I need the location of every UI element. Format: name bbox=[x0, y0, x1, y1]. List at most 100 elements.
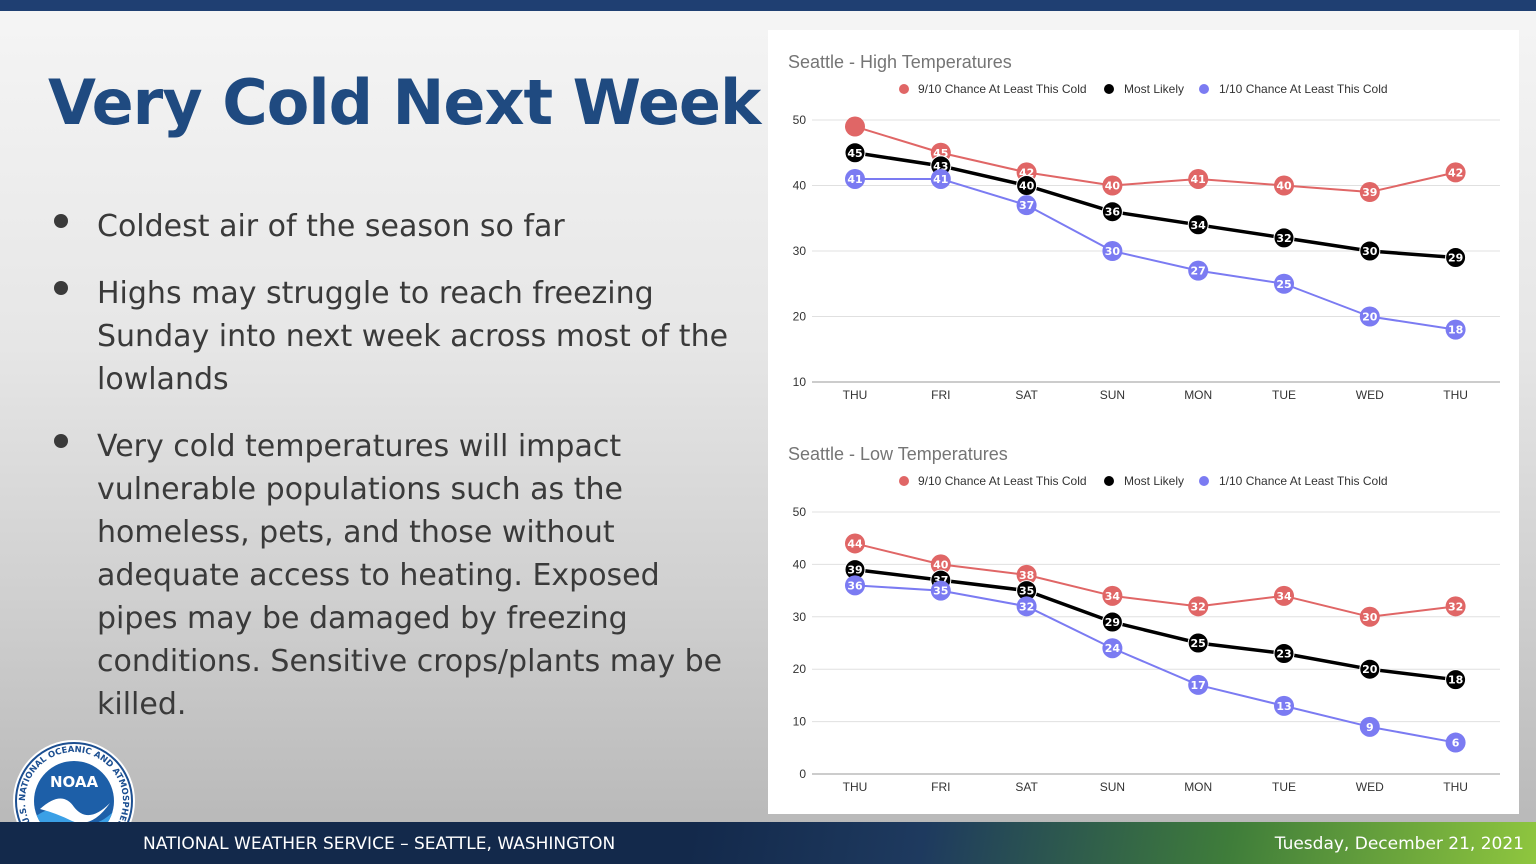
data-label: 39 bbox=[1362, 186, 1377, 199]
series-line bbox=[854, 584, 1456, 744]
data-label: 34 bbox=[1105, 590, 1121, 603]
data-label: 40 bbox=[933, 558, 949, 571]
bullet-item: Coldest air of the season so far bbox=[52, 205, 732, 248]
y-tick-label: 10 bbox=[793, 715, 807, 729]
data-label: 36 bbox=[847, 579, 863, 592]
legend-label: Most Likely bbox=[1124, 474, 1184, 488]
data-label: 29 bbox=[1448, 252, 1463, 265]
x-tick-label: TUE bbox=[1272, 780, 1296, 794]
data-point bbox=[930, 168, 951, 189]
bullet-list: Coldest air of the season so far Highs m… bbox=[52, 205, 732, 750]
chart-panel: Seattle - High Temperatures 9/10 Chance A… bbox=[768, 30, 1519, 814]
footer-bar: NATIONAL WEATHER SERVICE – SEATTLE, WASH… bbox=[0, 822, 1536, 864]
data-point bbox=[1274, 695, 1294, 716]
data-point bbox=[845, 575, 865, 596]
y-tick-label: 50 bbox=[793, 505, 807, 519]
data-point bbox=[1102, 175, 1123, 196]
x-tick-label: FRI bbox=[931, 388, 950, 402]
data-point bbox=[1445, 596, 1466, 617]
data-point bbox=[1445, 162, 1466, 183]
data-point bbox=[1359, 606, 1380, 627]
data-point bbox=[1188, 674, 1209, 695]
data-point bbox=[1016, 195, 1037, 216]
data-label: 24 bbox=[1105, 642, 1121, 655]
data-point bbox=[1102, 241, 1123, 261]
data-point bbox=[1445, 319, 1466, 340]
bullet-dot-icon bbox=[54, 214, 68, 228]
data-label: 32 bbox=[1019, 600, 1034, 613]
chart-low-temperatures: Seattle - Low Temperatures 9/10 Chance At… bbox=[788, 444, 1500, 794]
x-tick-label: SUN bbox=[1100, 780, 1125, 794]
data-label: 35 bbox=[1019, 585, 1034, 598]
data-point bbox=[1445, 732, 1466, 753]
data-label: 42 bbox=[1448, 166, 1463, 179]
data-label: 9 bbox=[1366, 721, 1374, 734]
footer-date: Tuesday, December 21, 2021 bbox=[1274, 834, 1524, 854]
x-tick-label: THU bbox=[1443, 780, 1468, 794]
data-label: 34 bbox=[1191, 219, 1207, 232]
data-point bbox=[1359, 658, 1381, 680]
x-tick-label: THU bbox=[843, 780, 868, 794]
data-label: 45 bbox=[847, 147, 862, 160]
data-label: 23 bbox=[1276, 647, 1291, 660]
series-line bbox=[854, 542, 1456, 618]
data-point bbox=[1359, 716, 1380, 737]
bullet-dot-icon bbox=[54, 434, 68, 448]
data-label: 30 bbox=[1105, 245, 1121, 258]
y-tick-label: 40 bbox=[793, 179, 807, 193]
data-label: 32 bbox=[1276, 232, 1291, 245]
legend-marker bbox=[1104, 84, 1114, 94]
data-point bbox=[1187, 632, 1209, 654]
data-label: 36 bbox=[1105, 206, 1121, 219]
data-point bbox=[1359, 306, 1380, 327]
data-point bbox=[1016, 564, 1037, 585]
data-label: 39 bbox=[847, 564, 862, 577]
data-label: 29 bbox=[1105, 616, 1120, 629]
data-label: 43 bbox=[933, 160, 948, 173]
data-point bbox=[930, 554, 951, 575]
x-tick-label: THU bbox=[1443, 388, 1468, 402]
data-point bbox=[1187, 214, 1209, 236]
data-label: 20 bbox=[1362, 663, 1378, 676]
legend-marker bbox=[1199, 476, 1209, 486]
chart-high-temperatures: Seattle - High Temperatures 9/10 Chance A… bbox=[788, 52, 1500, 402]
data-label: 17 bbox=[1191, 679, 1206, 692]
data-point bbox=[930, 580, 951, 601]
bullet-text: Very cold temperatures will impact vulne… bbox=[97, 429, 723, 722]
series-line bbox=[854, 567, 1456, 682]
data-label: 30 bbox=[1362, 245, 1378, 258]
data-label: 37 bbox=[1019, 199, 1034, 212]
legend-label: 1/10 Chance At Least This Cold bbox=[1219, 474, 1388, 488]
slide-title: Very Cold Next Week bbox=[48, 66, 761, 139]
legend-marker bbox=[899, 84, 909, 94]
y-tick-label: 20 bbox=[793, 662, 807, 676]
legend-marker bbox=[1199, 84, 1209, 94]
data-label: 41 bbox=[847, 173, 862, 186]
y-tick-label: 0 bbox=[799, 767, 806, 781]
data-point bbox=[845, 533, 865, 554]
y-tick-label: 50 bbox=[793, 113, 807, 127]
data-point bbox=[1445, 669, 1467, 691]
bullet-text: Highs may struggle to reach freezing Sun… bbox=[97, 276, 729, 397]
data-label: 25 bbox=[1276, 278, 1291, 291]
data-label: 6 bbox=[1452, 737, 1460, 750]
data-label: 34 bbox=[1276, 590, 1292, 603]
top-accent-bar bbox=[0, 0, 1536, 11]
legend-label: 9/10 Chance At Least This Cold bbox=[918, 82, 1087, 96]
charts-svg: Seattle - High Temperatures 9/10 Chance A… bbox=[788, 52, 1500, 794]
data-label: 27 bbox=[1191, 265, 1206, 278]
data-point bbox=[1188, 260, 1209, 281]
x-tick-label: WED bbox=[1356, 780, 1384, 794]
legend-label: 1/10 Chance At Least This Cold bbox=[1219, 82, 1388, 96]
x-tick-label: SUN bbox=[1100, 388, 1125, 402]
legend-label: 9/10 Chance At Least This Cold bbox=[918, 474, 1087, 488]
legend-label: Most Likely bbox=[1124, 82, 1184, 96]
data-point bbox=[1359, 240, 1381, 262]
data-point bbox=[1101, 611, 1123, 633]
chart-title: Seattle - Low Temperatures bbox=[788, 444, 1008, 464]
data-label: 40 bbox=[1105, 180, 1121, 193]
bullet-item: Highs may struggle to reach freezing Sun… bbox=[52, 272, 732, 401]
data-point bbox=[845, 168, 865, 189]
y-tick-label: 10 bbox=[793, 375, 807, 389]
data-label: 13 bbox=[1276, 700, 1291, 713]
